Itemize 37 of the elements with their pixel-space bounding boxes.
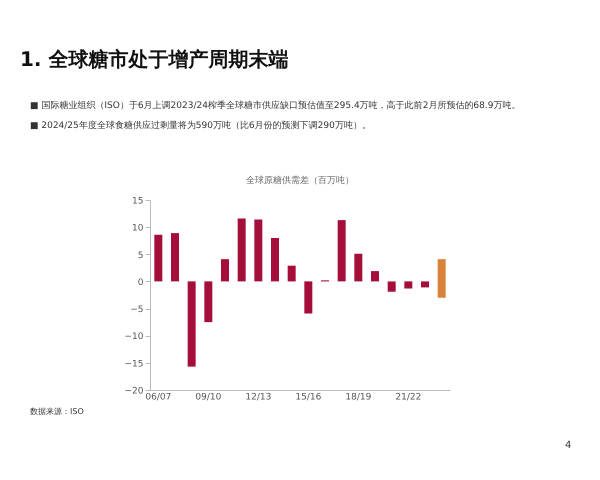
chart-subtitle: 全球原糖供需差（百万吨） [246,175,354,186]
bar [438,259,446,298]
bar [421,281,429,288]
bar [354,254,362,282]
y-tick-label: −15 [124,359,144,370]
bar [371,271,379,282]
y-tick-label: 5 [138,250,144,261]
bar [254,220,262,282]
source-note: 数据来源：ISO [30,407,84,416]
bar [238,218,246,282]
y-tick-label: 0 [138,278,144,288]
bar [304,281,312,314]
bar [288,266,296,282]
bar [221,259,229,282]
x-tick-label: 21/22 [395,392,422,402]
x-tick-label: 15/16 [295,392,322,402]
chart-title: 1. 全球糖市处于增产周期末端 [20,47,288,71]
y-tick-label: −5 [130,305,144,316]
text: ■ 2024/25年度全球食糖供应过剩量将为590万吨（比6月份的预测下调290万吨）。 [30,120,371,131]
bar [404,281,412,288]
text: ■ 国际糖业组织（ISO）于6月上调2023/24榨季全球糖市供应缺口预估值至295.4万吨，高于此前2月所预估的68.9万吨。 [30,100,520,111]
x-tick-label: 06/07 [145,392,172,402]
x-tick-label: 18/19 [345,392,372,402]
bar [154,234,162,282]
bar [171,233,179,282]
x-tick-label: 09/10 [195,392,222,402]
y-tick-label: 10 [132,224,144,234]
bar [388,281,396,292]
bar [188,281,196,367]
y-tick-label: −10 [124,332,144,342]
bar [338,220,346,282]
y-tick-label: 15 [132,196,144,206]
bar [271,238,279,282]
y-tick-label: −20 [124,386,144,396]
text: 4 [565,440,572,451]
x-tick-label: 12/13 [245,392,272,402]
bar [204,281,212,322]
